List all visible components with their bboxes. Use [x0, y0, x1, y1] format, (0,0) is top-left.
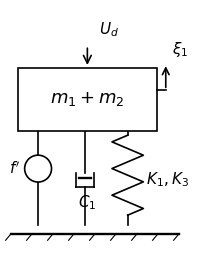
Text: $C_1$: $C_1$: [78, 193, 97, 212]
Text: $f'$: $f'$: [9, 160, 20, 177]
Circle shape: [25, 155, 52, 182]
Bar: [18, 68, 157, 130]
Text: $K_1, K_3$: $K_1, K_3$: [146, 170, 189, 189]
Text: $U_d$: $U_d$: [99, 20, 118, 39]
Text: $\xi_1$: $\xi_1$: [172, 40, 189, 59]
Text: $m_1 + m_2$: $m_1 + m_2$: [50, 90, 125, 108]
